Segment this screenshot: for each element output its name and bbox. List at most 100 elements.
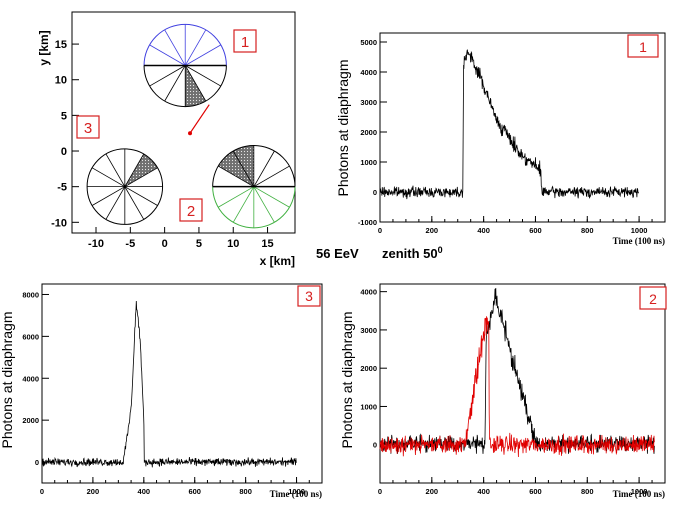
y-tick-label: -10 [51, 217, 67, 229]
x-tick-label: 600 [188, 487, 201, 496]
telescope-spoke [217, 165, 255, 188]
telescope-spoke [253, 186, 290, 208]
y-tick-label: 0 [373, 441, 377, 450]
trace-black [379, 49, 640, 200]
x-tick-label: 200 [426, 487, 439, 496]
telescope-spoke [124, 186, 158, 206]
eye-site-1 [143, 23, 227, 108]
x-tick-label: 1000 [631, 487, 648, 496]
telescope-spoke [253, 165, 290, 188]
eye-outline-lower [212, 186, 296, 229]
panel-number-badge [76, 115, 100, 139]
panel-number-badge [627, 34, 659, 58]
x-tick-label: 400 [138, 487, 151, 496]
x-axis-label: Time (100 ns) [613, 489, 665, 499]
y-tick-label: 4000 [360, 68, 377, 77]
y-tick-label: 10 [55, 75, 67, 87]
triggered-sector [124, 153, 158, 187]
x-tick-label: 600 [529, 487, 542, 496]
telescope-spoke [91, 186, 126, 206]
x-tick-label: 10 [227, 238, 239, 250]
panel-number-label: 2 [649, 291, 657, 307]
y-tick-label: 5000 [360, 38, 377, 47]
eye-outline-upper [212, 145, 296, 187]
telescope-spoke [149, 44, 186, 66]
y-tick-label: 2000 [360, 364, 377, 373]
telescope-spoke [124, 186, 145, 220]
y-tick-label: 3000 [360, 326, 377, 335]
shower-impact-point [188, 131, 193, 136]
y-tick-label: 2000 [22, 416, 39, 425]
eye-outline-lower [143, 65, 227, 108]
x-tick-label: 800 [239, 487, 252, 496]
zenith-caption: zenith 500 [382, 245, 443, 261]
x-tick-label: 1000 [288, 487, 305, 496]
y-tick-label: 4000 [360, 288, 377, 297]
panel-number-label: 1 [241, 34, 249, 51]
x-axis-label: Time (100 ns) [270, 489, 322, 499]
y-tick-label: 0 [35, 458, 39, 467]
x-tick-label: 400 [477, 226, 490, 235]
x-tick-label: -5 [125, 238, 135, 250]
eye-outline [86, 148, 164, 225]
x-tick-label: 800 [581, 226, 594, 235]
panel-number-badge [297, 285, 321, 307]
x-tick-label: 5 [196, 238, 202, 250]
y-axis-label: y [km] [37, 30, 51, 65]
triggered-sector [185, 65, 206, 107]
telescope-spoke [105, 186, 126, 220]
trace-black [379, 287, 655, 454]
trace-red [379, 316, 655, 458]
panel-number-badge [639, 286, 667, 310]
telescope-spoke [253, 150, 275, 187]
y-tick-label: 1000 [360, 158, 377, 167]
telescope-spoke [124, 153, 145, 187]
x-tick-label: 600 [529, 226, 542, 235]
x-tick-label: 0 [378, 226, 382, 235]
telescope-spoke [124, 167, 158, 188]
trace-panel-eye-1: 0 200 400 600 800 1000-1000010002000300040005… [335, 32, 666, 246]
panel-number-label: 3 [305, 288, 313, 304]
x-tick-label: 200 [426, 226, 439, 235]
x-tick-label: -10 [88, 238, 104, 250]
x-tick-label: 0 [40, 487, 44, 496]
y-axis-label: Photons at diaphragm [335, 60, 351, 197]
x-tick-label: 0 [378, 487, 382, 496]
y-tick-label: 3000 [360, 98, 377, 107]
y-tick-label: 2000 [360, 128, 377, 137]
telescope-spoke [217, 186, 255, 208]
y-axis-label: Photons at diaphragm [0, 312, 15, 449]
telescope-spoke [185, 65, 222, 87]
shower-track [189, 104, 210, 134]
telescope-spoke [164, 65, 186, 102]
telescope-spoke [232, 150, 255, 187]
telescope-spoke [105, 153, 126, 187]
x-axis-label: Time (100 ns) [613, 236, 665, 246]
telescope-spoke [164, 29, 186, 66]
map-frame [71, 11, 296, 234]
panel-number-label: 2 [187, 203, 195, 220]
trace-panel-eye-2: 0 200 400 600 800 1000 0 1000 2000 3000 4000 Time (… [339, 283, 667, 499]
eye-map-panel: -10 -5 0 5 10 15 -10 -5 0 5 10 15 x [km] y [km] 1 3 2 [37, 11, 296, 268]
y-tick-label: 0 [61, 146, 67, 158]
y-tick-label: 15 [55, 39, 67, 51]
x-tick-label: 0 [162, 238, 168, 250]
y-tick-label: 1000 [360, 402, 377, 411]
x-tick-label: 400 [477, 487, 490, 496]
telescope-spoke [185, 44, 222, 66]
y-tick-label: 5 [61, 110, 67, 122]
x-tick-label: 1000 [631, 226, 648, 235]
panel-number-label: 3 [84, 120, 92, 137]
y-tick-label: 4000 [22, 374, 39, 383]
x-tick-label: 15 [261, 238, 273, 250]
telescope-spoke [91, 167, 126, 188]
triggered-sector [218, 145, 254, 187]
eye-site-3 [86, 148, 164, 225]
panel-number-label: 1 [639, 39, 647, 55]
eye-outline-upper [143, 23, 227, 66]
panel-number-badge [179, 198, 203, 222]
telescope-spoke [184, 29, 207, 66]
y-tick-label: -1000 [358, 218, 377, 227]
eye-site-2 [212, 145, 296, 229]
